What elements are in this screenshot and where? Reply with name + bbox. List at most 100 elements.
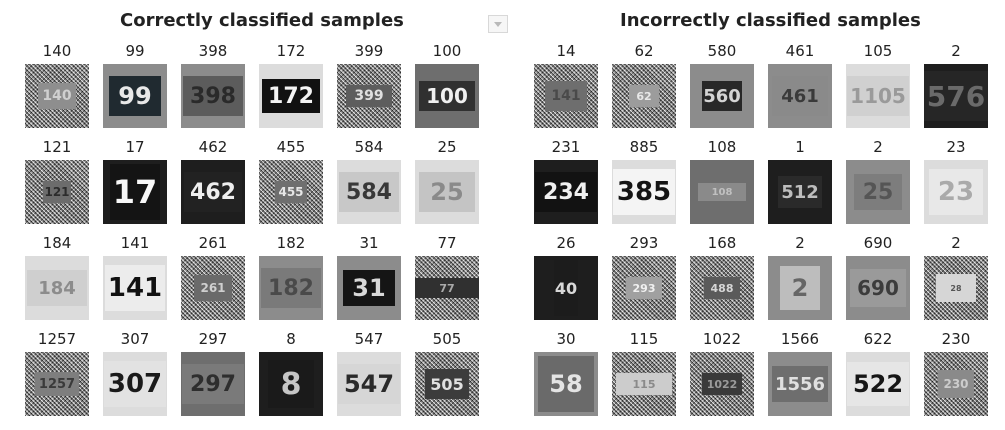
house-number-plate: 40 bbox=[554, 260, 578, 316]
dropdown-chevron-icon[interactable] bbox=[488, 15, 508, 33]
digit-image: 25 bbox=[846, 160, 910, 224]
incorrect-panel-title: Incorrectly classified samples bbox=[620, 10, 921, 31]
sample-label: 231 bbox=[551, 138, 581, 156]
sample-label: 1566 bbox=[780, 330, 820, 348]
house-number-plate: 576 bbox=[924, 71, 988, 121]
house-number-plate: 230 bbox=[938, 370, 974, 398]
house-number-plate: 17 bbox=[110, 164, 160, 220]
house-number-plate: 115 bbox=[616, 373, 672, 395]
correct-sample: 547 547 bbox=[330, 328, 408, 424]
house-number-plate: 488 bbox=[704, 277, 740, 299]
house-number-plate: 261 bbox=[194, 275, 232, 301]
incorrect-sample: 23 23 bbox=[917, 136, 995, 232]
sample-label: 230 bbox=[941, 330, 971, 348]
incorrect-sample: 230 230 bbox=[917, 328, 995, 424]
house-number-plate: 522 bbox=[847, 362, 909, 406]
house-number-plate: 1105 bbox=[847, 76, 909, 116]
incorrect-sample: 622 522 bbox=[839, 328, 917, 424]
incorrect-sample: 168 488 bbox=[683, 232, 761, 328]
house-number-plate: 184 bbox=[27, 270, 87, 306]
incorrect-sample: 580 560 bbox=[683, 40, 761, 136]
sample-label: 121 bbox=[42, 138, 72, 156]
correct-sample: 307 307 bbox=[96, 328, 174, 424]
sample-label: 25 bbox=[437, 138, 457, 156]
correct-sample: 31 31 bbox=[330, 232, 408, 328]
correct-sample: 184 184 bbox=[18, 232, 96, 328]
digit-image: 25 bbox=[415, 160, 479, 224]
house-number-plate: 99 bbox=[109, 76, 161, 116]
digit-image: 1556 bbox=[768, 352, 832, 416]
digit-image: 17 bbox=[103, 160, 167, 224]
house-number-plate: 398 bbox=[183, 76, 243, 116]
sample-label: 1257 bbox=[37, 330, 77, 348]
digit-image: 62 bbox=[612, 64, 676, 128]
digit-image: 28 bbox=[924, 256, 988, 320]
digit-image: 230 bbox=[924, 352, 988, 416]
digit-image: 462 bbox=[181, 160, 245, 224]
digit-image: 488 bbox=[690, 256, 754, 320]
correct-sample: 17 17 bbox=[96, 136, 174, 232]
correct-sample: 261 261 bbox=[174, 232, 252, 328]
incorrect-sample: 14 141 bbox=[527, 40, 605, 136]
correct-sample: 398 398 bbox=[174, 40, 252, 136]
digit-image: 461 bbox=[768, 64, 832, 128]
correct-sample: 584 584 bbox=[330, 136, 408, 232]
correct-row: 140 140 99 99 398 398 172 172 399 399 100 100 bbox=[18, 40, 486, 136]
sample-label: 31 bbox=[359, 234, 379, 252]
incorrect-samples-grid: 14 141 62 62 580 560 461 461 105 1105 2 576 231 234 88… bbox=[527, 40, 995, 424]
house-number-plate: 399 bbox=[346, 85, 392, 107]
sample-label: 17 bbox=[125, 138, 145, 156]
sample-label: 2 bbox=[873, 138, 883, 156]
correct-sample: 399 399 bbox=[330, 40, 408, 136]
sample-label: 62 bbox=[634, 42, 654, 60]
sample-label: 115 bbox=[629, 330, 659, 348]
sample-label: 547 bbox=[354, 330, 384, 348]
digit-image: 399 bbox=[337, 64, 401, 128]
incorrect-sample: 885 385 bbox=[605, 136, 683, 232]
correct-sample: 141 141 bbox=[96, 232, 174, 328]
digit-image: 77 bbox=[415, 256, 479, 320]
house-number-plate: 25 bbox=[419, 172, 475, 212]
sample-label: 261 bbox=[198, 234, 228, 252]
digit-image: 140 bbox=[25, 64, 89, 128]
house-number-plate: 1257 bbox=[35, 372, 79, 396]
house-number-plate: 307 bbox=[104, 361, 166, 407]
digit-image: 584 bbox=[337, 160, 401, 224]
house-number-plate: 140 bbox=[38, 83, 76, 109]
house-number-plate: 28 bbox=[936, 274, 976, 302]
sample-label: 100 bbox=[432, 42, 462, 60]
house-number-plate: 462 bbox=[184, 172, 242, 212]
digit-image: 505 bbox=[415, 352, 479, 416]
sample-label: 399 bbox=[354, 42, 384, 60]
house-number-plate: 234 bbox=[535, 172, 597, 212]
house-number-plate: 385 bbox=[613, 169, 675, 215]
incorrect-sample: 461 461 bbox=[761, 40, 839, 136]
digit-image: 115 bbox=[612, 352, 676, 416]
house-number-plate: 512 bbox=[778, 176, 822, 208]
sample-label: 77 bbox=[437, 234, 457, 252]
sample-label: 2 bbox=[951, 234, 961, 252]
digit-image: 99 bbox=[103, 64, 167, 128]
sample-label: 580 bbox=[707, 42, 737, 60]
incorrect-sample: 1022 1022 bbox=[683, 328, 761, 424]
sample-label: 398 bbox=[198, 42, 228, 60]
house-number-plate: 23 bbox=[929, 169, 983, 215]
sample-label: 2 bbox=[951, 42, 961, 60]
incorrect-sample: 2 576 bbox=[917, 40, 995, 136]
sample-label: 1 bbox=[795, 138, 805, 156]
sample-label: 172 bbox=[276, 42, 306, 60]
sample-label: 23 bbox=[946, 138, 966, 156]
digit-image: 690 bbox=[846, 256, 910, 320]
correct-sample: 182 182 bbox=[252, 232, 330, 328]
sample-label: 184 bbox=[42, 234, 72, 252]
incorrect-row: 14 141 62 62 580 560 461 461 105 1105 2 576 bbox=[527, 40, 995, 136]
digit-image: 2 bbox=[768, 256, 832, 320]
sample-label: 99 bbox=[125, 42, 145, 60]
incorrect-sample: 105 1105 bbox=[839, 40, 917, 136]
digit-image: 58 bbox=[534, 352, 598, 416]
house-number-plate: 25 bbox=[854, 174, 902, 210]
correct-sample: 455 455 bbox=[252, 136, 330, 232]
sample-label: 505 bbox=[432, 330, 462, 348]
digit-image: 385 bbox=[612, 160, 676, 224]
